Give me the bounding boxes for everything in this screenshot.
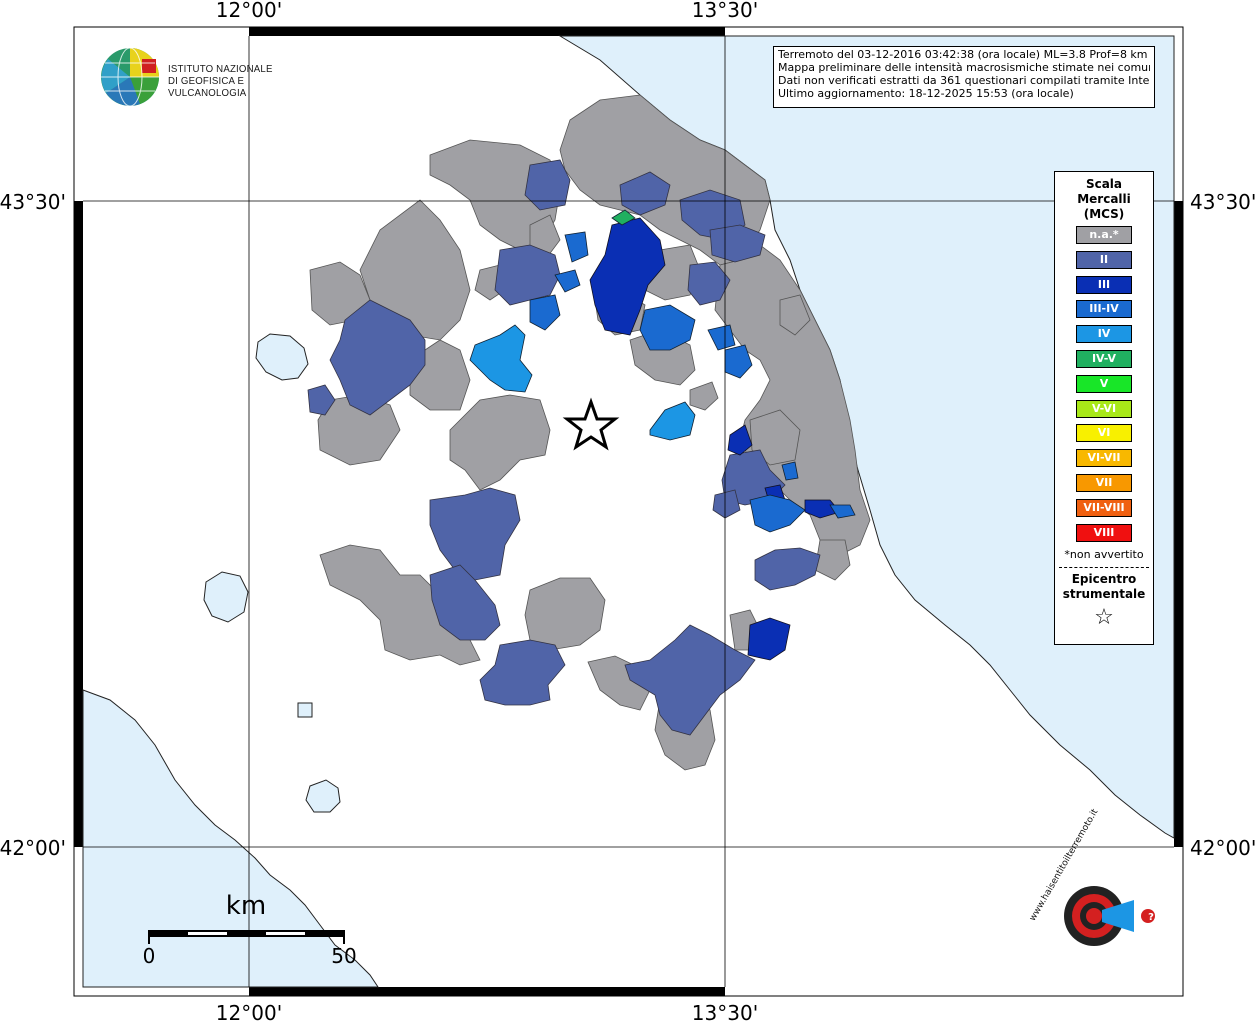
lat-label-left-top: 43°30' [0,190,66,214]
lake-bolsena [203,571,249,623]
legend-separator [1059,567,1149,569]
iv-v-municipality [611,209,636,226]
legend-swatch-vii: VII [1076,473,1132,492]
legend-item: IV-V [1055,349,1153,368]
map-area [82,35,1175,988]
legend-title: Scala Mercalli (MCS) [1077,177,1131,221]
info-line-4: Ultimo aggiornamento: 18-12-2025 15:53 (… [778,87,1074,100]
legend-item: VI-VII [1055,449,1153,468]
iv-municipalities [469,324,696,441]
lake-trasimeno [255,333,309,381]
lake-bracciano [305,779,341,813]
lat-label-right-top: 43°30' [1190,190,1256,214]
legend-star-icon: ☆ [1094,605,1114,631]
legend-swatch-viii: VIII [1076,523,1132,542]
ingv-logo: ISTITUTO NAZIONALE DI GEOFISICA E VULCAN… [100,47,320,111]
legend-epicenter-label: Epicentro strumentale [1062,572,1146,602]
legend-item: IV [1055,325,1153,344]
legend-swatch-vi: VI [1076,424,1132,443]
info-line-3: Dati non verificati estratti da 361 ques… [778,74,1150,87]
legend-item: n.a.* [1055,226,1153,244]
lon-label-top-right: 13°30' [692,0,758,22]
info-line-2: Mappa preliminare delle intensità macros… [778,61,1150,74]
legend-item: VIII [1055,523,1153,542]
ingv-globe-icon [101,47,159,107]
legend-swatch-ii: II [1076,250,1132,269]
legend-item: VII [1055,473,1153,492]
graticule [83,36,1174,987]
hsit-logo: ? www.haisentitoilterremoto.it [1028,808,1168,980]
legend-item: V [1055,374,1153,393]
legend-swatch-na: n.a.* [1076,226,1132,244]
svg-text:?: ? [1148,912,1154,923]
legend-swatch-iv: IV [1076,325,1132,344]
lat-label-left-bottom: 42°00' [0,836,66,860]
tyrrhenian-sea [82,689,379,988]
info-line-1: Terremoto del 03-12-2016 03:42:38 (ora l… [778,48,1148,61]
legend: Scala Mercalli (MCS) n.a.* II III III-IV IV I… [1054,171,1154,645]
legend-swatch-v-vi: V-VI [1076,399,1132,418]
legend-list: n.a.* II III III-IV IV IV-V V V-VI VI VI-VII VII VI… [1055,226,1153,542]
lon-label-bottom-right: 13°30' [692,1001,758,1024]
lon-label-bottom-left: 12°00' [216,1001,282,1024]
epicenter-star-icon [562,397,620,451]
info-box: Terremoto del 03-12-2016 03:42:38 (ora l… [773,46,1155,108]
legend-item: III-IV [1055,300,1153,319]
hsit-target-icon: ? [1064,886,1155,946]
ingv-name: ISTITUTO NAZIONALE DI GEOFISICA E VULCAN… [168,63,273,99]
legend-item: III [1055,275,1153,294]
frame-bar-top [249,27,725,36]
legend-item: VI [1055,424,1153,443]
legend-swatch-iii-iv: III-IV [1076,300,1132,319]
legend-swatch-iv-v: IV-V [1076,349,1132,368]
frame-bar-left [74,201,83,847]
legend-swatch-iii: III [1076,275,1132,294]
lon-label-top-left: 12°00' [216,0,282,22]
legend-item: II [1055,250,1153,269]
legend-note: *non avvertito [1064,548,1144,562]
legend-swatch-v: V [1076,374,1132,393]
legend-item: V-VI [1055,399,1153,418]
scale-unit: km [226,891,266,921]
legend-swatch-vi-vii: VI-VII [1076,449,1132,468]
lake-small [297,702,313,718]
scale-max: 50 [331,944,356,968]
frame-bar-bottom [249,987,725,996]
frame-bar-right [1174,201,1183,847]
ii-municipalities [307,159,821,736]
lat-label-right-bottom: 42°00' [1190,836,1256,860]
iii-municipalities [589,217,841,661]
scale-min: 0 [143,944,156,968]
iii-iv-municipalities [529,231,856,533]
legend-item: VII-VIII [1055,498,1153,517]
legend-swatch-vii-viii: VII-VIII [1076,498,1132,517]
scale-bar: km 0 50 [143,891,357,968]
